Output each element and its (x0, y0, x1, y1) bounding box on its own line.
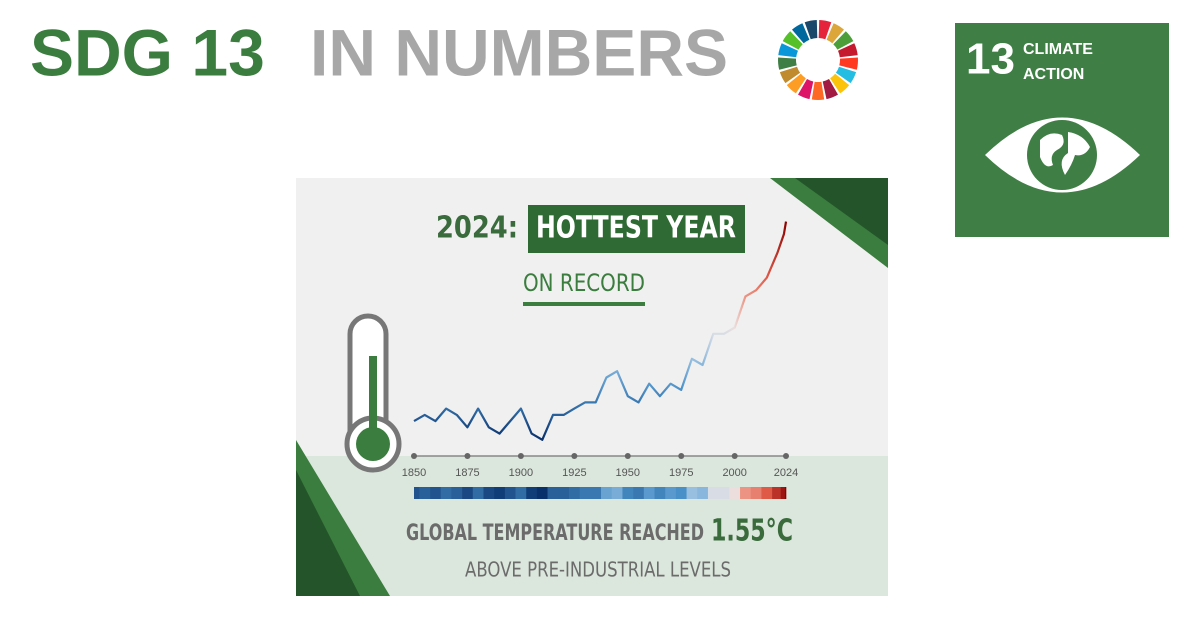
warming-stripe (504, 487, 516, 499)
warming-stripe (547, 487, 559, 499)
highlight-box (528, 205, 745, 253)
warming-stripe (761, 487, 773, 499)
caption2: ABOVE PRE-INDUSTRIAL LEVELS (465, 558, 731, 582)
warming-stripe (729, 487, 741, 499)
warming-stripe (494, 487, 506, 499)
warming-stripe (780, 487, 786, 499)
warming-stripe (440, 487, 452, 499)
warming-stripe (601, 487, 613, 499)
wheel-segment (811, 81, 825, 100)
corner (296, 470, 360, 596)
warming-stripe (697, 487, 709, 499)
wheel-segment (818, 20, 832, 40)
warming-stripe (633, 487, 645, 499)
warming-stripe (750, 487, 762, 499)
headline-value: 1.55°C (711, 514, 793, 549)
thermometer-fill (369, 356, 377, 446)
wheel-segment (839, 57, 858, 70)
x-tick (464, 453, 471, 459)
globe-land (1040, 132, 1090, 175)
x-tick (571, 453, 578, 459)
badge-number: 13 (966, 35, 1015, 84)
wheel-segment (833, 31, 854, 50)
x-tick (783, 453, 789, 459)
warming-stripe (665, 487, 677, 499)
sdg-wheel (778, 20, 858, 100)
wheel-segment (778, 43, 798, 58)
x-tick (678, 453, 685, 459)
x-tick-label: 1925 (562, 467, 586, 479)
x-tick-label: 1900 (509, 467, 533, 479)
wheel-segment (786, 73, 806, 94)
warming-stripe (558, 487, 570, 499)
warming-stripe (579, 487, 591, 499)
warming-stripe (414, 487, 420, 499)
warming-stripe (569, 487, 580, 499)
badge-text: CLIMATE (1023, 41, 1093, 58)
x-tick-label: 1950 (616, 467, 640, 479)
warming-stripe (654, 487, 666, 499)
wheel-segment (778, 57, 797, 70)
warming-stripe (718, 487, 730, 499)
warming-stripe (515, 487, 527, 499)
globe-icon (1027, 120, 1097, 190)
panel-year: 2024: (436, 211, 518, 246)
wheel-segment (804, 20, 818, 40)
warming-stripe (740, 487, 752, 499)
warming-stripe (707, 487, 719, 499)
warming-stripe (526, 487, 538, 499)
warming-stripe (590, 487, 602, 499)
warming-stripe (472, 487, 484, 499)
wheel-segment (835, 66, 857, 84)
wheel-segment (822, 79, 838, 100)
wheel-segment (826, 23, 844, 44)
panel-highlight: HOTTEST YEAR (536, 211, 736, 246)
warming-stripe (675, 487, 687, 499)
wheel-segment (792, 23, 810, 44)
warming-stripe (462, 487, 474, 499)
warming-stripe (611, 487, 623, 499)
wheel-segment (779, 66, 801, 84)
wheel-segment (838, 43, 858, 58)
underline (523, 302, 645, 306)
warming-stripe (643, 487, 655, 499)
wheel-segment (782, 31, 803, 50)
x-tick-label: 1875 (455, 467, 479, 479)
corner (795, 178, 888, 245)
wheel-segment (798, 79, 814, 100)
title-sdg: SDG 13 (30, 15, 265, 89)
x-tick (624, 453, 631, 459)
x-tick-label: 1975 (669, 467, 693, 479)
x-tick-label: 2000 (722, 467, 746, 479)
warming-stripe (430, 487, 442, 499)
x-tick (411, 453, 417, 459)
warming-stripe (772, 487, 781, 499)
x-tick-label: 2024 (774, 467, 798, 479)
panel-footer (296, 456, 888, 596)
panel-subtitle: ON RECORD (523, 269, 645, 297)
warming-stripe (419, 487, 431, 499)
badge-text: ACTION (1023, 66, 1084, 83)
warming-stripe (784, 487, 787, 499)
x-tick (517, 453, 524, 459)
warming-stripe (451, 487, 463, 499)
warming-stripe (686, 487, 698, 499)
x-tick-label: 1850 (402, 467, 426, 479)
warming-stripe (622, 487, 634, 499)
warming-stripe (483, 487, 495, 499)
thermometer-bulb-fill (356, 427, 390, 461)
wheel-segment (830, 73, 850, 94)
temperature-line (413, 221, 788, 441)
title-numbers: IN NUMBERS (310, 15, 728, 89)
x-tick (731, 453, 738, 459)
warming-stripe (536, 487, 548, 499)
caption: GLOBAL TEMPERATURE REACHED (406, 521, 704, 546)
